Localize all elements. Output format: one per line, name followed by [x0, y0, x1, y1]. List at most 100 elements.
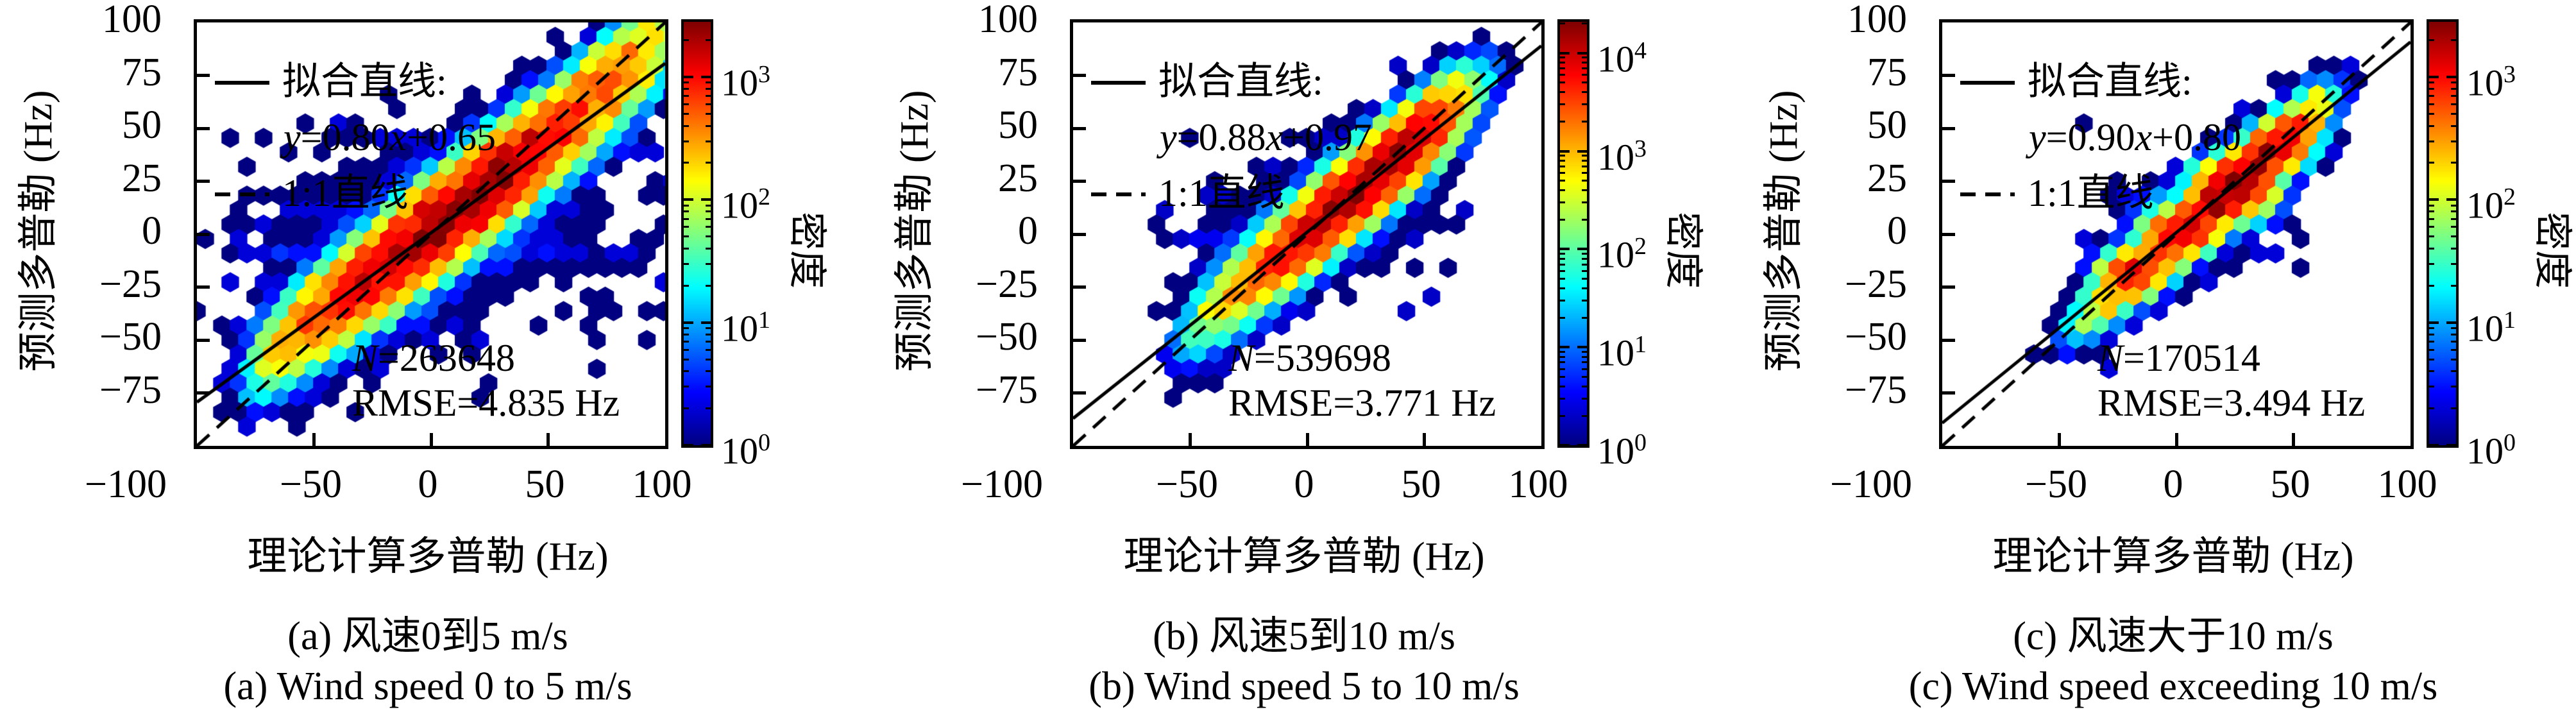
colorbar-minor-tick [706, 95, 711, 98]
y-tick-mark [197, 391, 210, 395]
colorbar-major-tick [684, 198, 693, 201]
colorbar-minor-tick [1582, 350, 1587, 353]
y-tick-label: 75 [998, 50, 1038, 94]
colorbar-minor-tick [684, 407, 689, 409]
colorbar-major-tick [684, 76, 693, 79]
colorbar-minor-tick [1582, 257, 1587, 260]
colorbar-minor-tick [706, 103, 711, 106]
colorbar-minor-tick [2451, 38, 2456, 41]
colorbar-minor-tick [2451, 113, 2456, 115]
colorbar-minor-tick [706, 81, 711, 84]
colorbar-minor-tick [1582, 22, 1587, 25]
colorbar-minor-tick [1582, 287, 1587, 289]
x-tick-mark [2174, 433, 2178, 446]
colorbar-minor-tick [1582, 252, 1587, 255]
colorbar-major-tick [2446, 444, 2456, 446]
colorbar-minor-tick [2429, 81, 2434, 84]
colorbar-minor-tick [1560, 74, 1565, 76]
colorbar-minor-tick [1560, 180, 1565, 182]
y-tick-label: 0 [1018, 209, 1038, 253]
colorbar-minor-tick [1582, 165, 1587, 167]
y-tick-label: 25 [1867, 156, 1907, 200]
colorbar-major-tick [2429, 444, 2439, 446]
colorbar-minor-tick [1582, 159, 1587, 162]
colorbar-major-tick [1577, 149, 1587, 153]
colorbar-minor-tick [1582, 316, 1587, 319]
y-tick-label: 0 [142, 209, 162, 253]
colorbar-minor-tick [684, 348, 689, 351]
y-tick-mark [1942, 180, 1955, 183]
colorbar-minor-tick [2451, 262, 2456, 265]
one-to-one-line-sample [1960, 192, 2015, 197]
legend-ref-label: 1:1直线 [1158, 172, 1285, 214]
y-tick-label: 50 [1867, 103, 1907, 147]
colorbar-minor-tick [2429, 248, 2434, 250]
y-tick-label: 50 [998, 103, 1038, 147]
colorbar-minor-tick [684, 248, 689, 250]
colorbar-minor-tick [2451, 95, 2456, 98]
colorbar-title: 密度 [2531, 212, 2573, 289]
caption-english: (c) Wind speed exceeding 10 m/s [1908, 665, 2438, 708]
y-tick-label: −25 [1845, 262, 1907, 306]
colorbar-minor-tick [1560, 81, 1565, 84]
caption-chinese: (b) 风速5到10 m/s [1153, 615, 1455, 658]
colorbar-minor-tick [1560, 257, 1565, 260]
x-tick-label: 100 [632, 463, 692, 506]
colorbar-minor-tick [706, 162, 711, 164]
y-tick-mark [1073, 74, 1086, 77]
colorbar-major-tick [2446, 198, 2456, 201]
colorbar-minor-tick [2429, 284, 2434, 287]
one-to-one-line-sample [1091, 192, 1146, 197]
hexbin-canvas [1073, 22, 1541, 446]
colorbar-minor-tick [1560, 155, 1565, 157]
colorbar-minor-tick [1560, 350, 1565, 353]
colorbar-minor-tick [1582, 368, 1587, 370]
colorbar-minor-tick [1582, 269, 1587, 272]
colorbar-tick-label: 100 [2466, 429, 2516, 472]
y-tick-label: −50 [99, 315, 162, 359]
colorbar-major-tick [2429, 76, 2439, 79]
colorbar-major-tick [2446, 76, 2456, 79]
x-tick-mark [1423, 433, 1426, 446]
colorbar-tick-label: 103 [1597, 135, 1647, 178]
plot-area: 拟合直线: y=0.88x+0.97 1:1直线 N=539698 RMSE=3… [1070, 19, 1545, 449]
x-axis-label: 理论计算多普勒 (Hz) [1992, 535, 2354, 579]
colorbar-major-tick [1577, 346, 1587, 349]
y-tick-mark [197, 232, 210, 236]
colorbar-minor-tick [706, 124, 711, 127]
colorbar-minor-tick [706, 333, 711, 336]
x-axis-label: 理论计算多普勒 (Hz) [247, 535, 609, 579]
colorbar-minor-tick [1560, 385, 1565, 387]
colorbar-minor-tick [2451, 162, 2456, 164]
hexbin-canvas [1942, 22, 2411, 446]
colorbar-minor-tick [1560, 263, 1565, 266]
y-tick-mark [197, 338, 210, 342]
fit-equation: y=0.80x+0.65 [284, 116, 496, 158]
colorbar-minor-tick [1560, 397, 1565, 400]
stats-annotation: N=539698 RMSE=3.771 Hz [1228, 336, 1496, 425]
colorbar-minor-tick [1582, 56, 1587, 59]
colorbar-minor-tick [1582, 263, 1587, 266]
colorbar-minor-tick [1560, 121, 1565, 123]
plot-area: 拟合直线: y=0.90x+0.80 1:1直线 N=170514 RMSE=3… [1939, 19, 2414, 449]
y-tick-mark [1942, 126, 1955, 130]
colorbar-minor-tick [706, 248, 711, 250]
legend-fit-row: 拟合直线: [1960, 58, 2192, 105]
colorbar-minor-tick [684, 386, 689, 388]
colorbar-minor-tick [706, 358, 711, 361]
colorbar-minor-tick [2429, 162, 2434, 164]
legend-fit-label: 拟合直线: [2028, 60, 2192, 103]
caption-english: (a) Wind speed 0 to 5 m/s [223, 665, 632, 708]
y-tick-label: −75 [1845, 368, 1907, 412]
colorbar-minor-tick [2451, 407, 2456, 409]
colorbar-minor-tick [1560, 361, 1565, 364]
colorbar-title: 密度 [786, 212, 828, 289]
colorbar-major-tick [1560, 51, 1570, 55]
colorbar-minor-tick [2451, 140, 2456, 142]
colorbar-tick-label: 102 [721, 183, 770, 226]
caption-chinese: (a) 风速0到5 m/s [287, 615, 568, 658]
colorbar-minor-tick [1560, 103, 1565, 106]
y-tick-label: 50 [122, 103, 162, 147]
colorbar-minor-tick [684, 124, 689, 127]
